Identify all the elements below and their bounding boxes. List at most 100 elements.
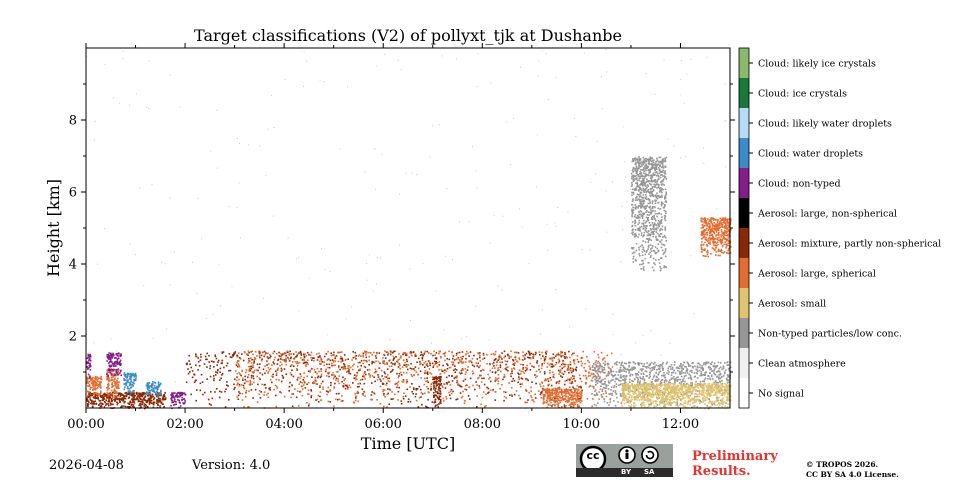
class-pixel	[681, 394, 683, 397]
class-pixel	[368, 359, 370, 362]
class-pixel	[658, 391, 661, 393]
class-pixel	[631, 379, 633, 382]
class-pixel	[651, 369, 654, 371]
class-pixel	[345, 384, 348, 387]
class-pixel	[616, 396, 618, 399]
class-pixel	[323, 364, 325, 367]
class-pixel	[152, 381, 154, 383]
class-pixel	[577, 395, 580, 398]
class-pixel	[558, 387, 561, 389]
class-pixel	[460, 361, 463, 363]
class-pixel	[564, 389, 567, 392]
class-pixel	[680, 375, 683, 378]
class-pixel	[659, 390, 662, 393]
class-pixel	[566, 357, 568, 359]
class-pixel	[113, 363, 116, 366]
class-pixel	[94, 393, 97, 396]
class-pixel	[189, 371, 191, 373]
class-pixel	[558, 360, 561, 362]
class-pixel	[634, 391, 636, 393]
class-pixel	[443, 400, 445, 402]
class-pixel	[530, 352, 533, 355]
class-pixel	[511, 393, 513, 396]
class-pixel	[437, 389, 440, 391]
class-pixel	[107, 400, 110, 403]
class-pixel	[719, 372, 722, 375]
class-pixel	[290, 374, 293, 376]
class-pixel	[633, 386, 636, 389]
class-pixel	[722, 392, 725, 395]
class-pixel	[489, 376, 491, 379]
class-pixel	[726, 382, 729, 384]
class-pixel	[121, 394, 124, 396]
class-pixel	[354, 393, 356, 395]
class-pixel	[274, 384, 277, 387]
class-pixel	[663, 372, 665, 374]
class-pixel	[571, 392, 574, 394]
class-pixel	[397, 380, 400, 383]
class-pixel	[219, 371, 221, 373]
class-pixel	[620, 380, 622, 382]
class-pixel	[104, 393, 106, 395]
class-pixel	[233, 383, 235, 386]
class-pixel	[638, 391, 641, 393]
class-pixel	[317, 375, 320, 378]
class-pixel	[115, 374, 118, 376]
class-pixel	[436, 380, 438, 383]
class-pixel	[148, 403, 151, 405]
class-pixel	[149, 395, 152, 397]
class-pixel	[268, 369, 271, 371]
class-pixel	[298, 352, 300, 354]
class-pixel	[468, 360, 470, 362]
class-pixel	[646, 365, 649, 368]
class-pixel	[99, 405, 102, 408]
class-pixel	[333, 374, 335, 376]
class-pixel	[126, 375, 129, 377]
class-pixel	[212, 375, 215, 377]
class-pixel	[564, 352, 566, 355]
class-pixel	[654, 400, 656, 403]
class-pixel	[119, 400, 121, 403]
class-pixel	[302, 362, 305, 364]
class-pixel	[353, 401, 355, 403]
class-pixel	[569, 392, 571, 395]
class-pixel	[680, 369, 683, 372]
class-pixel	[682, 395, 684, 398]
class-pixel	[278, 355, 281, 357]
class-pixel	[89, 353, 91, 356]
class-pixel	[689, 394, 692, 397]
class-pixel	[652, 392, 654, 395]
class-pixel	[278, 351, 280, 354]
class-pixel	[572, 368, 575, 371]
class-pixel	[704, 392, 707, 394]
class-pixel	[438, 361, 441, 363]
class-pixel	[332, 354, 334, 356]
class-pixel	[648, 403, 650, 406]
class-pixel	[695, 398, 698, 401]
class-pixel	[319, 376, 322, 379]
class-pixel	[598, 377, 600, 380]
class-pixel	[247, 380, 249, 383]
class-pixel	[374, 380, 376, 383]
class-pixel	[285, 373, 288, 375]
class-pixel	[326, 363, 328, 366]
class-pixel	[107, 404, 110, 407]
class-pixel	[297, 376, 300, 379]
class-pixel	[347, 388, 349, 390]
class-pixel	[664, 383, 666, 385]
class-pixel	[612, 375, 614, 378]
class-pixel	[371, 360, 373, 363]
class-pixel	[528, 391, 530, 394]
class-pixel	[356, 378, 358, 380]
class-pixel	[430, 383, 432, 386]
class-pixel	[693, 387, 695, 390]
class-pixel	[370, 398, 372, 401]
class-pixel	[684, 393, 686, 395]
class-pixel	[462, 380, 465, 382]
class-pixel	[597, 375, 600, 377]
class-pixel	[494, 371, 497, 373]
class-pixel	[556, 353, 558, 356]
class-pixel	[721, 380, 723, 382]
class-pixel	[159, 383, 162, 385]
class-pixel	[231, 354, 234, 356]
